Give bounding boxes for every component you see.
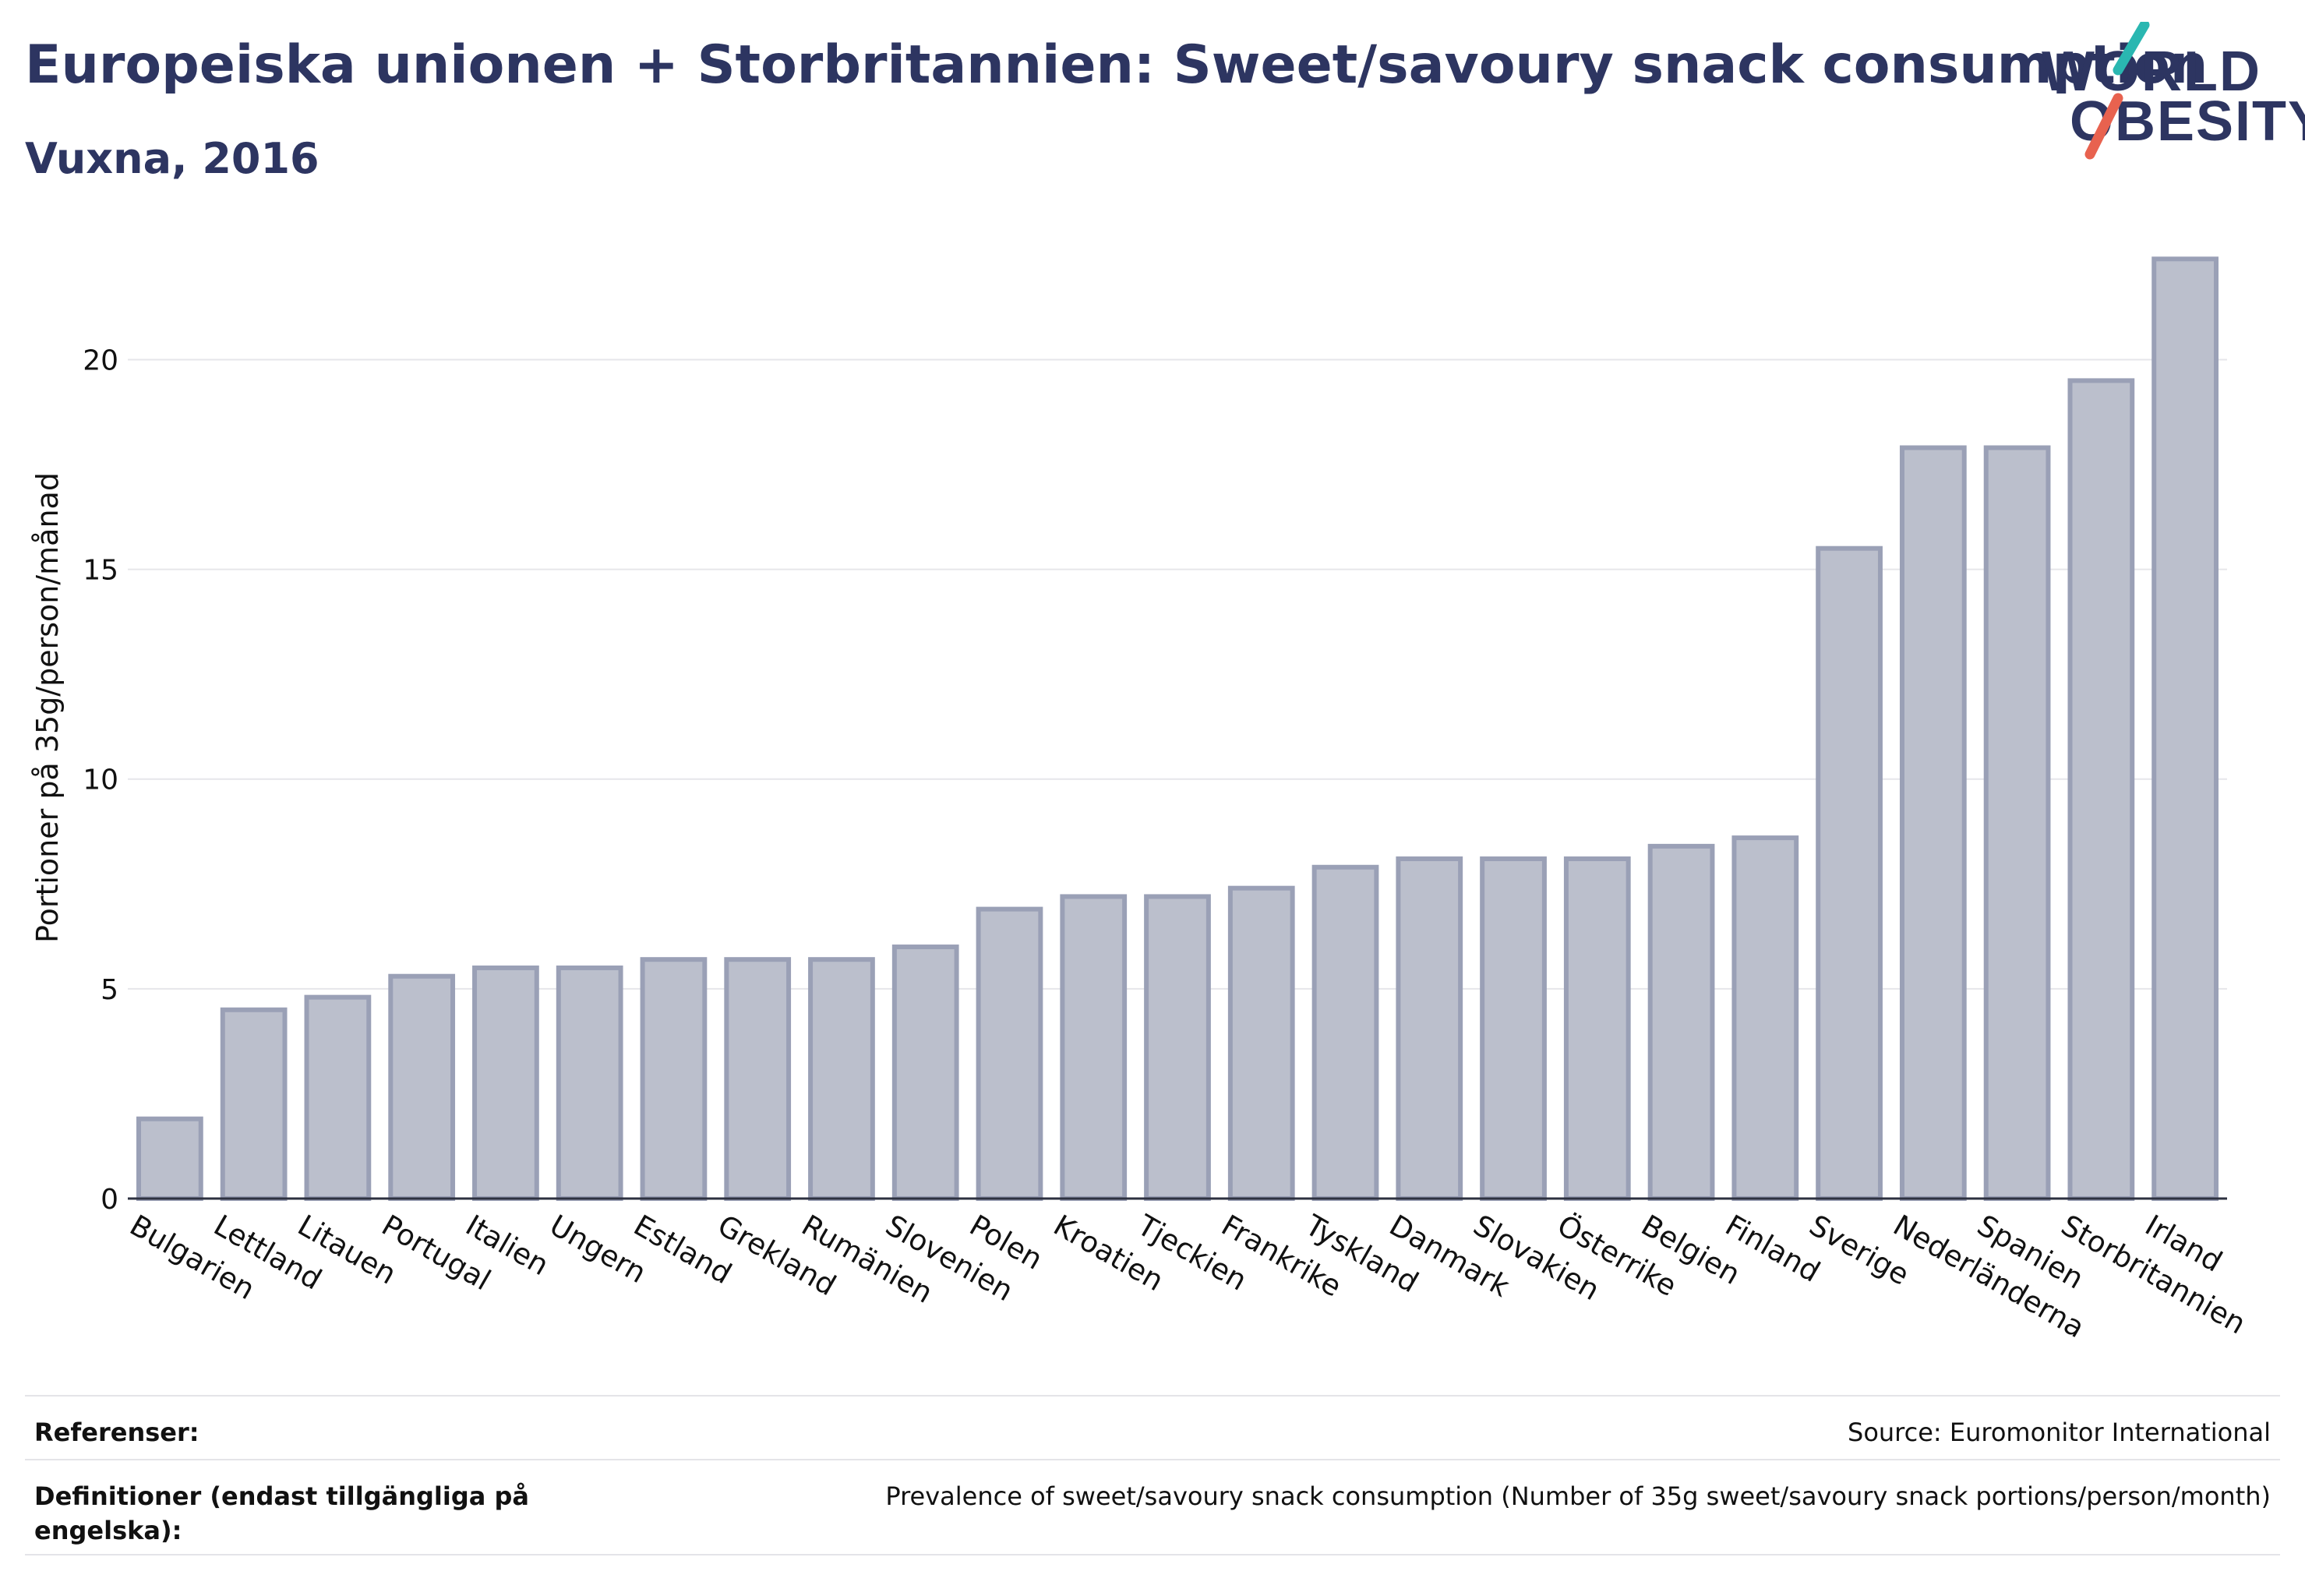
footer-divider-top	[25, 1395, 2280, 1396]
bar	[1227, 885, 1295, 1202]
bar	[1647, 843, 1715, 1201]
chart-subtitle: Vuxna, 2016	[25, 134, 319, 183]
y-tick-label: 10	[83, 764, 118, 796]
bar	[1816, 546, 1883, 1201]
bar	[2151, 256, 2219, 1201]
bars	[136, 256, 2219, 1202]
bar	[2067, 378, 2135, 1201]
definitions-value: Prevalence of sweet/savoury snack consum…	[885, 1481, 2271, 1511]
definitions-label: Definitioner (endast tillgängliga på eng…	[34, 1481, 529, 1545]
bar	[472, 965, 539, 1202]
footer-divider-middle	[25, 1459, 2280, 1460]
references-label: Referenser:	[34, 1418, 199, 1447]
bar	[724, 957, 792, 1201]
bar	[808, 957, 875, 1201]
bar	[1396, 856, 1463, 1201]
bar	[1480, 856, 1547, 1201]
y-tick-label: 15	[83, 555, 118, 587]
bar	[891, 945, 959, 1201]
bar	[976, 906, 1043, 1201]
chart-title: Europeiska unionen + Storbritannien: Swe…	[25, 34, 2208, 96]
logo-slash-icon	[2084, 22, 2150, 160]
references-value: Source: Euromonitor International	[1848, 1418, 2271, 1447]
bar	[556, 965, 623, 1202]
bar-chart: 05101520BulgarienLettlandLitauenPortugal…	[30, 256, 2251, 1344]
y-axis-title: Portioner på 35g/person/månad	[30, 472, 65, 943]
logo-text-line1: WORLD	[2042, 41, 2261, 103]
bar	[220, 1007, 288, 1201]
bar	[1144, 894, 1211, 1201]
bar	[136, 1116, 203, 1202]
x-tick-label: Ungern	[544, 1209, 651, 1291]
bar	[640, 957, 708, 1201]
bar	[1899, 445, 1967, 1201]
bar	[1983, 445, 2051, 1201]
y-tick-label: 5	[101, 974, 118, 1006]
y-tick-label: 0	[101, 1184, 118, 1216]
bar	[304, 994, 372, 1201]
world-obesity-logo: WORLD OBESITY	[2034, 22, 2305, 162]
bar	[1060, 894, 1128, 1201]
bar	[388, 973, 456, 1201]
y-tick-label: 20	[83, 344, 118, 376]
bar	[1563, 856, 1631, 1201]
bar	[1311, 864, 1379, 1201]
footer-divider-bottom	[25, 1554, 2280, 1555]
bar	[1731, 835, 1799, 1202]
